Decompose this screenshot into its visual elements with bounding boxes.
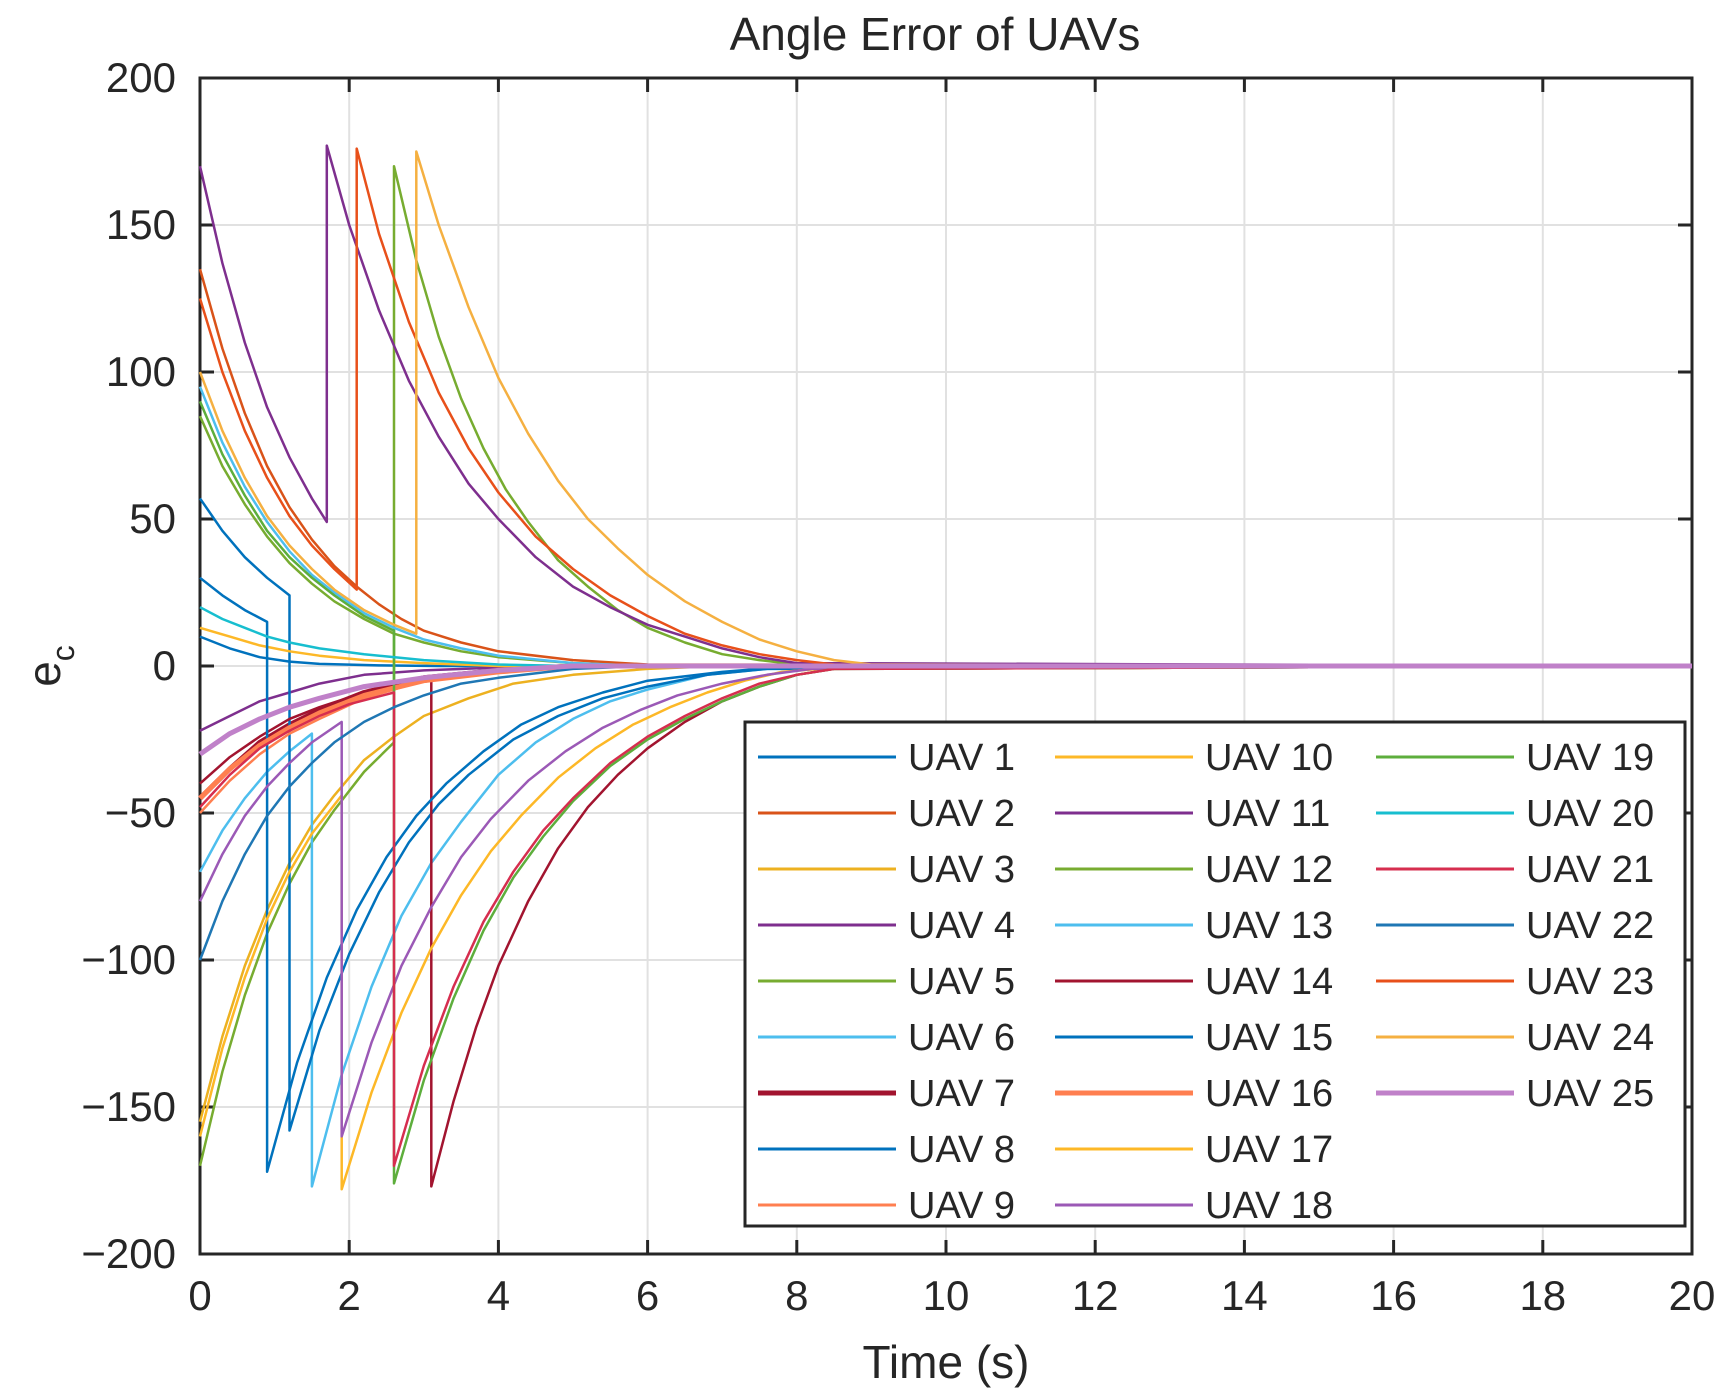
legend-label: UAV 15: [1205, 1017, 1333, 1059]
y-axis-label: ec: [18, 645, 81, 687]
series-line-uav-25: [198, 663, 1692, 757]
x-tick-label: 4: [487, 1272, 510, 1319]
x-tick-label: 6: [636, 1272, 659, 1319]
legend-label: UAV 12: [1205, 849, 1333, 891]
legend-label: UAV 2: [908, 793, 1015, 835]
y-tick-label: 200: [106, 54, 176, 101]
legend-label: UAV 25: [1526, 1073, 1654, 1115]
x-tick-label: 18: [1519, 1272, 1566, 1319]
legend-label: UAV 1: [908, 737, 1015, 779]
legend-label: UAV 18: [1205, 1185, 1333, 1227]
y-tick-labels: −200 −150 −100 −50 0 50 100 150 200: [81, 54, 176, 1277]
series-line-uav-11: [198, 144, 1693, 668]
y-tick-label: −100: [81, 936, 176, 983]
y-axis-label-base: e: [18, 661, 70, 687]
series-line-uav-17: [198, 664, 1693, 1191]
y-tick-label: −200: [81, 1230, 176, 1277]
legend-label: UAV 13: [1205, 905, 1333, 947]
x-tick-label: 14: [1221, 1272, 1268, 1319]
series-line-uav-8: [198, 497, 1693, 1132]
legend-label: UAV 16: [1205, 1073, 1333, 1115]
series-line-uav-15: [199, 576, 1692, 1173]
data-series: [198, 144, 1693, 1191]
legend-label: UAV 6: [908, 1017, 1015, 1059]
legend-label: UAV 11: [1205, 793, 1330, 835]
series-line-uav-23: [198, 147, 1693, 668]
legend: UAV 1 UAV 2 UAV 3 UAV 4 UAV 5 UAV 6 UAV 7 UAV 8…: [743, 720, 1687, 1228]
legend-label: UAV 17: [1205, 1129, 1333, 1171]
legend-label: UAV 8: [908, 1129, 1015, 1171]
y-tick-label: −150: [81, 1083, 176, 1130]
x-tick-label: 12: [1072, 1272, 1119, 1319]
series-line-uav-19: [198, 400, 1693, 1185]
x-tick-label: 16: [1370, 1272, 1417, 1319]
legend-label: UAV 7: [908, 1073, 1015, 1115]
legend-label: UAV 14: [1205, 961, 1333, 1003]
legend-label: UAV 23: [1526, 961, 1654, 1003]
x-tick-label: 10: [923, 1272, 970, 1319]
series-line-uav-3: [198, 664, 1692, 1123]
x-tick-label: 2: [338, 1272, 361, 1319]
legend-label: UAV 19: [1526, 737, 1654, 779]
y-tick-label: 50: [129, 495, 176, 542]
series-line-uav-20: [199, 606, 1692, 668]
chart-title: Angle Error of UAVs: [730, 8, 1141, 60]
y-axis-label-group: ec: [18, 645, 81, 687]
series-line-uav-13: [198, 386, 1692, 668]
series-line-uav-22: [198, 664, 1692, 961]
y-axis-label-subscript: c: [45, 645, 81, 661]
legend-label: UAV 4: [908, 905, 1015, 947]
y-tick-label: 0: [153, 642, 176, 689]
legend-label: UAV 21: [1526, 849, 1654, 891]
legend-box: [743, 720, 1687, 1228]
x-tick-labels: 0 2 4 6 8 10 12 14 16 18 20: [188, 1272, 1715, 1319]
legend-label: UAV 9: [908, 1185, 1015, 1227]
x-axis-label: Time (s): [863, 1336, 1030, 1388]
series-line-uav-18: [198, 664, 1693, 1138]
y-tick-label: −50: [105, 789, 176, 836]
legend-label: UAV 20: [1526, 793, 1654, 835]
x-tick-label: 20: [1669, 1272, 1716, 1319]
x-tick-label: 0: [188, 1272, 211, 1319]
y-tick-label: 100: [106, 348, 176, 395]
legend-label: UAV 24: [1526, 1017, 1654, 1059]
series-line-uav-10: [199, 626, 1692, 668]
x-tick-label: 8: [785, 1272, 808, 1319]
legend-label: UAV 5: [908, 961, 1015, 1003]
series-line-uav-24: [198, 150, 1693, 668]
series-line-uav-1: [199, 635, 1692, 668]
legend-label: UAV 3: [908, 849, 1015, 891]
series-line-uav-2: [198, 268, 1693, 668]
series-line-uav-6: [198, 664, 1693, 1188]
series-line-uav-21: [199, 664, 1693, 1168]
legend-label: UAV 22: [1526, 905, 1654, 947]
legend-label: UAV 10: [1205, 737, 1333, 779]
y-tick-label: 150: [106, 201, 176, 248]
